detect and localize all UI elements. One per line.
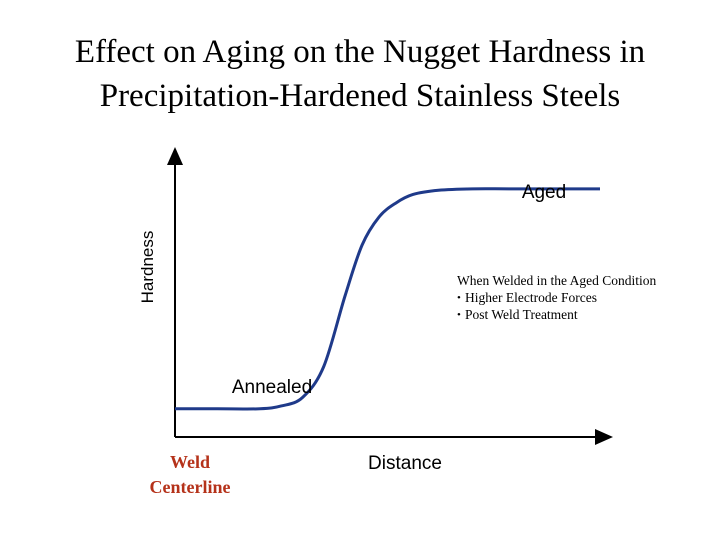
- bullet-dot-1: •: [457, 292, 461, 304]
- aged-annotation: Aged: [522, 182, 566, 203]
- note-bullet-2: Post Weld Treatment: [465, 307, 578, 322]
- x-axis-label: Distance: [368, 453, 442, 474]
- chart-title-line-1: Effect on Aging on the Nugget Hardness i…: [74, 34, 646, 70]
- chart-title: Effect on Aging on the Nugget Hardness i…: [0, 30, 720, 118]
- weld-centerline-label-line-2: Centerline: [150, 477, 231, 497]
- note-bullet-1: Higher Electrode Forces: [465, 290, 597, 305]
- axes: [167, 147, 613, 445]
- weld-centerline-label-line-1: Weld: [170, 452, 210, 472]
- series-layer: [175, 187, 600, 411]
- y-axis-label: Hardness: [138, 231, 157, 304]
- chart-title-line-2: Precipitation-Hardened Stainless Steels: [99, 78, 621, 114]
- hardness-curve: [175, 187, 600, 411]
- aged-condition-note: When Welded in the Aged Condition • High…: [457, 273, 657, 322]
- bullet-dot-2: •: [457, 309, 461, 321]
- annealed-annotation: Annealed: [232, 377, 312, 398]
- note-heading: When Welded in the Aged Condition: [457, 273, 657, 288]
